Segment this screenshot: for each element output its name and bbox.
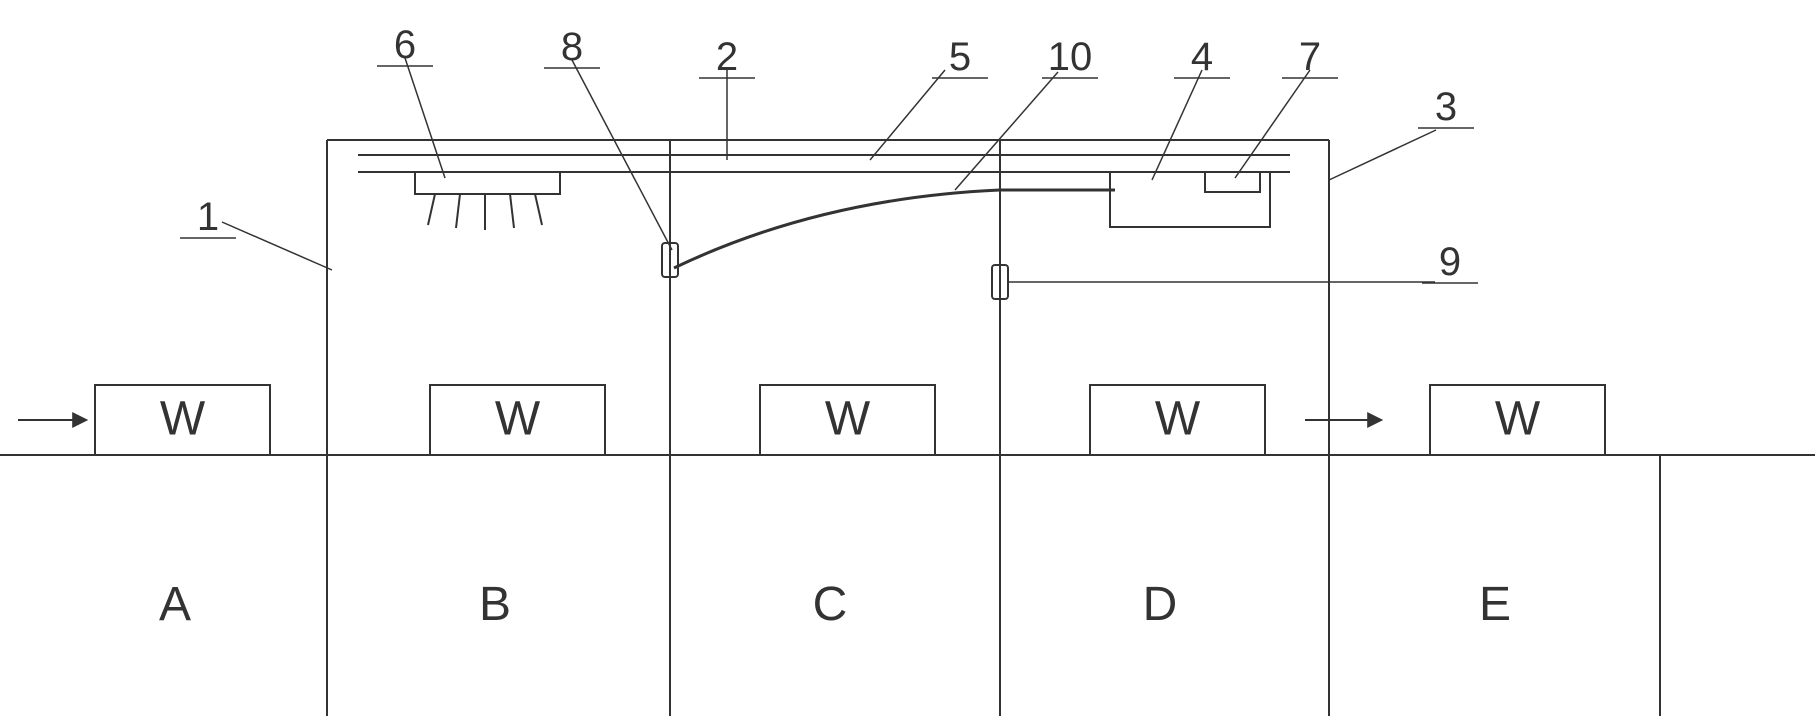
callout-leader — [870, 70, 945, 160]
callout-number: 1 — [197, 195, 219, 239]
curve-10 — [674, 190, 1115, 268]
spray-nozzle — [535, 194, 542, 225]
callout-number: 4 — [1191, 35, 1213, 79]
spray-nozzle — [510, 194, 514, 228]
zone-label: D — [1143, 578, 1178, 631]
inverter-inner — [1205, 172, 1260, 192]
callout-leader — [1152, 70, 1202, 180]
workpiece-label: W — [495, 393, 541, 446]
workpiece-label: W — [160, 393, 206, 446]
callout-number: 2 — [716, 35, 738, 79]
callout-number: 3 — [1435, 85, 1457, 129]
callout-leader — [1235, 70, 1310, 178]
callout-number: 5 — [949, 35, 971, 79]
spray-nozzle — [456, 194, 460, 228]
workpiece-label: W — [1495, 393, 1541, 446]
workpiece-label: W — [1155, 393, 1201, 446]
callout-leader — [405, 58, 445, 178]
zone-label: A — [159, 578, 191, 631]
callout-number: 6 — [394, 23, 416, 67]
spray-head — [415, 172, 560, 194]
zone-label: B — [479, 578, 511, 631]
spray-nozzle — [428, 194, 435, 225]
schematic: W W W W W A B C D E 1 2 3 4 5 6 7 8 9 10 — [0, 0, 1815, 716]
callout-number: 10 — [1048, 35, 1093, 79]
zone-label: C — [813, 578, 848, 631]
inverter-box — [1110, 172, 1270, 227]
callout-leader — [222, 222, 332, 270]
zone-label: E — [1479, 578, 1511, 631]
workpiece-label: W — [825, 393, 871, 446]
callout-number: 8 — [561, 25, 583, 69]
callout-number: 9 — [1439, 240, 1461, 284]
callout-number: 7 — [1299, 35, 1321, 79]
callout-leader — [1329, 130, 1436, 180]
